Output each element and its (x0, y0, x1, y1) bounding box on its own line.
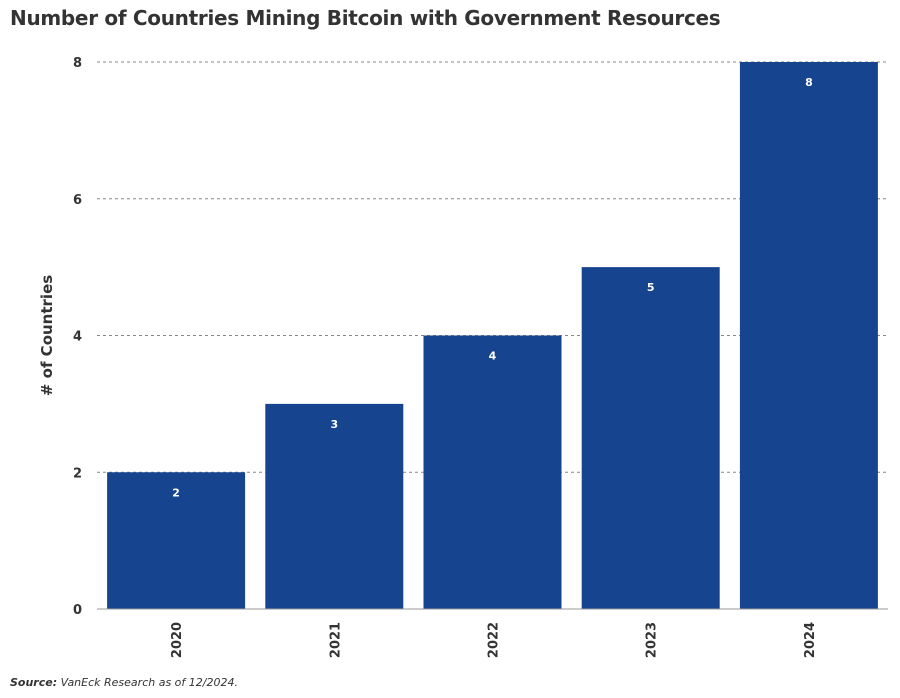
x-tick-label: 2024 (803, 622, 818, 658)
source-note: Source: VanEck Research as of 12/2024. (10, 676, 238, 689)
y-axis-label: # of Countries (38, 275, 56, 396)
bar-2021 (265, 403, 404, 609)
source-label: Source: (10, 676, 58, 689)
data-label: 3 (330, 418, 338, 431)
chart-title: Number of Countries Mining Bitcoin with … (10, 6, 721, 30)
y-tick-label: 6 (73, 193, 82, 208)
data-label: 2 (172, 486, 180, 499)
data-label: 8 (805, 76, 813, 89)
bar-2023 (581, 267, 720, 609)
y-tick-label: 0 (73, 603, 82, 618)
y-tick-label: 2 (73, 466, 82, 481)
y-tick-label: 4 (73, 330, 82, 345)
x-tick-label: 2021 (328, 622, 343, 658)
bar-2022 (423, 335, 562, 609)
x-tick-label: 2022 (487, 622, 502, 658)
data-label: 5 (647, 281, 655, 294)
bar-2020 (107, 472, 246, 609)
x-tick-label: 2020 (170, 622, 185, 658)
data-label: 4 (489, 350, 497, 363)
bar-2024 (739, 62, 878, 609)
y-tick-label: 8 (73, 56, 82, 71)
source-text: VanEck Research as of 12/2024. (57, 676, 238, 689)
x-tick-label: 2023 (645, 622, 660, 658)
